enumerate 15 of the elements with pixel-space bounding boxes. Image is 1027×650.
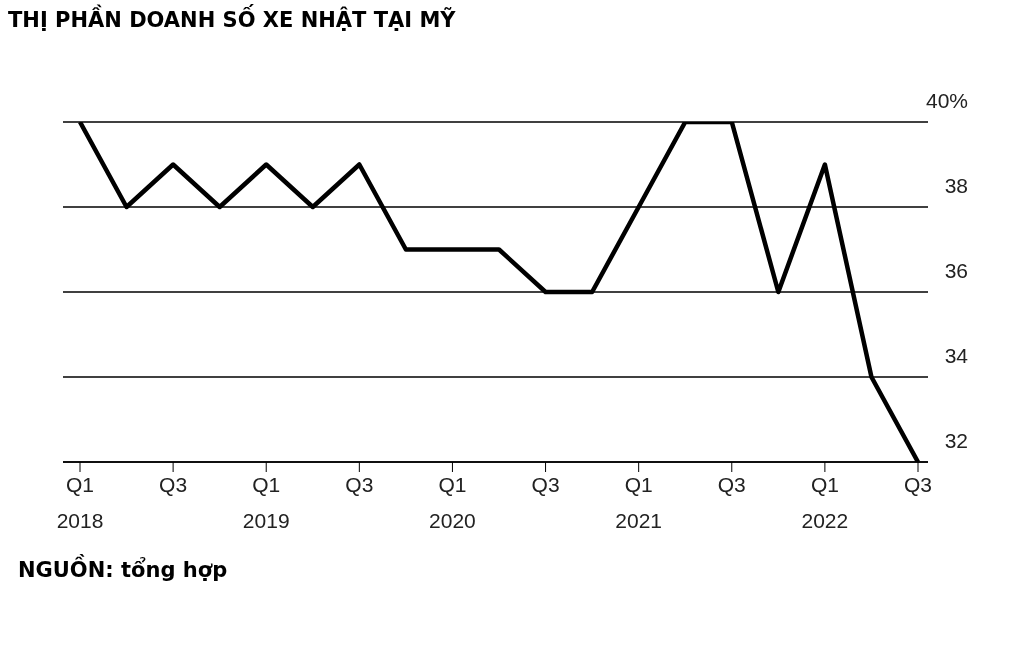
x-tick-label: Q1 2020 <box>429 473 476 532</box>
y-tick-label: 36 <box>944 259 968 282</box>
y-tick-label: 34 <box>944 344 969 367</box>
y-tick-label: 32 <box>944 429 968 452</box>
x-tick-label: Q3 <box>345 473 374 496</box>
x-tick-label: Q1 2018 <box>56 473 104 532</box>
x-tick-label: Q1 2019 <box>242 473 290 532</box>
x-tick-label: Q1 2022 <box>801 473 849 532</box>
y-tick-label: 38 <box>944 174 968 197</box>
x-tick-label: Q1 2021 <box>615 473 663 532</box>
x-tick-label: Q3 <box>903 473 933 496</box>
x-tick-label: Q3 <box>531 473 560 496</box>
x-tick-label: Q3 <box>717 473 746 496</box>
x-tick-label: Q3 <box>159 473 188 496</box>
y-tick-label: 40% <box>925 89 968 112</box>
